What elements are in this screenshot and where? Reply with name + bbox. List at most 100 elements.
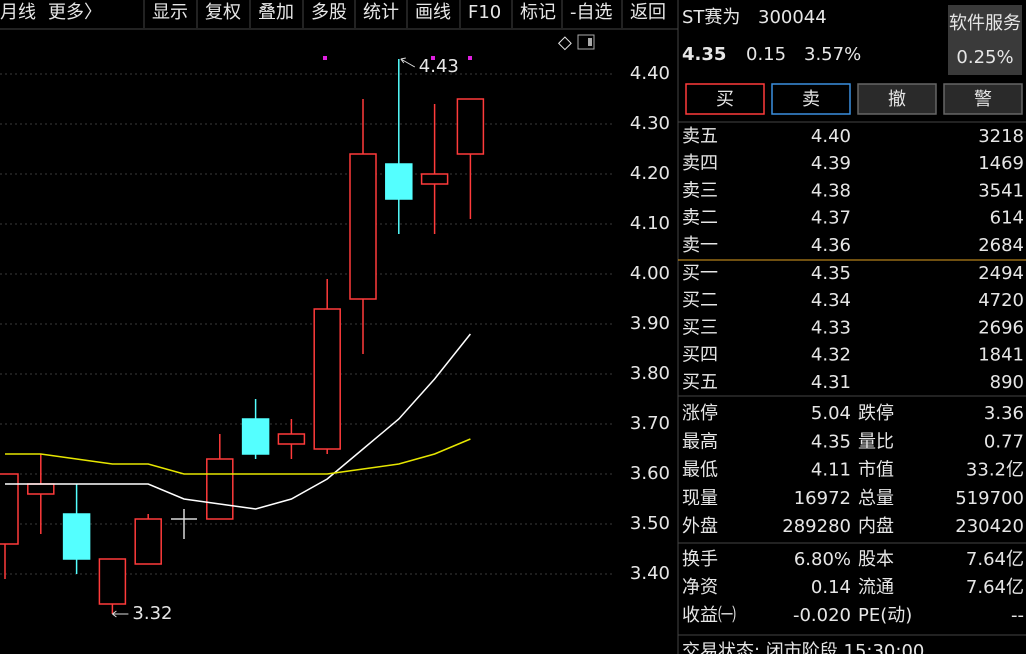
toolbar-button[interactable]: -自选 (570, 2, 613, 23)
book-volume: 2494 (978, 263, 1024, 284)
stat-label: 最低 (682, 460, 718, 481)
toolbar-button[interactable]: 叠加 (258, 2, 294, 23)
stat-label: 市值 (858, 460, 894, 481)
candle-body (277, 433, 306, 445)
stat-value: 16972 (794, 488, 851, 509)
trade-button[interactable] (943, 83, 1023, 115)
y-tick-label: 3.50 (630, 513, 670, 534)
book-price: 4.33 (811, 317, 851, 338)
candle-body (420, 173, 449, 185)
stat-label: 外盘 (682, 516, 718, 537)
book-price: 4.37 (811, 208, 851, 229)
low-label: 3.32 (132, 603, 172, 624)
book-volume: 3541 (978, 180, 1024, 201)
stat-value: 5.04 (811, 403, 851, 424)
trade-button[interactable] (857, 83, 937, 115)
trade-status: 交易状态: 闭市阶段 15:30:00 (682, 641, 924, 654)
candle-body (206, 458, 234, 520)
candle-body (385, 163, 413, 200)
candle-body (98, 558, 127, 605)
book-volume: 4720 (978, 290, 1024, 311)
candle-body (0, 473, 19, 545)
stat-label: 股本 (858, 549, 894, 570)
stat-label: 量比 (858, 431, 894, 452)
y-tick-label: 3.70 (630, 413, 670, 434)
book-volume: 890 (990, 372, 1024, 393)
stat-value: 7.64亿 (966, 577, 1024, 598)
book-price: 4.36 (811, 235, 851, 256)
book-price: 4.39 (811, 153, 851, 174)
trade-button-label[interactable]: 卖 (802, 89, 820, 110)
window-icon[interactable] (577, 34, 595, 50)
book-volume: 1841 (978, 345, 1024, 366)
book-volume: 2684 (978, 235, 1024, 256)
stat-value: 0.77 (984, 431, 1024, 452)
low-arrow (112, 610, 129, 618)
book-volume: 3218 (978, 126, 1024, 147)
stat-value: 7.64亿 (966, 549, 1024, 570)
stat-value: -0.020 (793, 605, 851, 626)
stat-label: 净资 (682, 577, 718, 598)
book-volume: 614 (990, 208, 1024, 229)
sector-box[interactable] (948, 5, 1022, 75)
book-price: 4.34 (811, 290, 851, 311)
stat-label: 跌停 (858, 403, 894, 424)
stock-name: ST赛为 (682, 7, 740, 28)
book-volume: 2696 (978, 317, 1024, 338)
marker-dot (431, 56, 435, 60)
book-price: 4.38 (811, 180, 851, 201)
stat-label: 流通 (858, 577, 894, 598)
toolbar-button[interactable]: 标记 (520, 2, 556, 23)
stat-value: 230420 (955, 516, 1024, 537)
candle-body (349, 153, 377, 300)
moving-average (5, 333, 471, 510)
y-tick-label: 4.10 (630, 213, 670, 234)
stat-value: 3.36 (984, 403, 1024, 424)
stat-value: 4.11 (811, 460, 851, 481)
book-price: 4.31 (811, 372, 851, 393)
toolbar-button[interactable]: 多股 (311, 2, 347, 23)
toolbar-button[interactable]: F10 (468, 2, 501, 23)
y-tick-label: 3.40 (630, 563, 670, 584)
y-tick-label: 4.20 (630, 163, 670, 184)
trade-button-label[interactable]: 警 (974, 89, 992, 110)
stat-label: 收益㈠ (682, 605, 736, 626)
sector-pct: 0.25% (956, 47, 1013, 68)
trade-button[interactable] (685, 83, 765, 115)
stat-value: 289280 (782, 516, 851, 537)
toolbar-button[interactable]: 返回 (630, 2, 666, 23)
book-label: 卖二 (682, 208, 718, 229)
high-arrow (400, 57, 416, 68)
stat-label: 内盘 (858, 516, 894, 537)
book-price: 4.40 (811, 126, 851, 147)
stat-label: 涨停 (682, 403, 718, 424)
book-volume: 1469 (978, 153, 1024, 174)
book-label: 卖五 (682, 126, 718, 147)
y-tick-label: 4.40 (630, 63, 670, 84)
book-label: 买五 (682, 372, 718, 393)
stat-value: 33.2亿 (966, 460, 1024, 481)
marker-dot (468, 56, 472, 60)
toolbar-button[interactable]: 显示 (152, 2, 188, 23)
trade-button-label[interactable]: 买 (716, 89, 734, 110)
trade-button[interactable] (771, 83, 851, 115)
candle-body (313, 308, 341, 450)
toolbar-button[interactable]: 画线 (415, 2, 451, 23)
candle-body (27, 483, 55, 495)
y-tick-label: 3.80 (630, 363, 670, 384)
toolbar-button[interactable]: 复权 (205, 2, 241, 23)
period-tab[interactable]: 月线 (0, 2, 36, 23)
more-menu[interactable]: 更多〉 (48, 2, 102, 23)
toolbar-button[interactable]: 统计 (363, 2, 399, 23)
book-label: 卖一 (682, 235, 718, 256)
trade-button-label[interactable]: 撤 (888, 89, 906, 110)
stat-label: 最高 (682, 431, 718, 452)
y-tick-label: 4.00 (630, 263, 670, 284)
stat-label: PE(动) (858, 605, 912, 626)
book-label: 卖四 (682, 153, 718, 174)
stat-value: 6.80% (794, 549, 851, 570)
diamond-icon[interactable]: ◇ (558, 32, 572, 53)
stock-code: 300044 (758, 7, 827, 28)
